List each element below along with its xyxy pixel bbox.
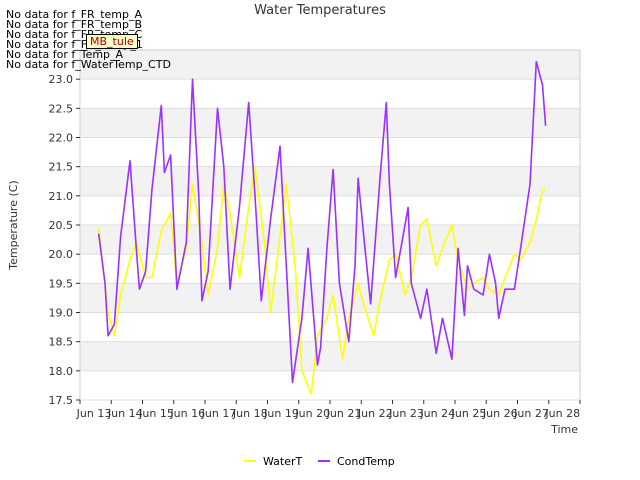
background-band <box>80 108 580 138</box>
y-tick-label: 20.5 <box>49 219 74 232</box>
x-tick-label: Jun 20 <box>294 407 330 420</box>
y-tick-label: 23.0 <box>49 73 74 86</box>
background-band <box>80 341 580 371</box>
y-tick-label: 22.0 <box>49 132 74 145</box>
x-tick-label: Jun 13 <box>76 407 112 420</box>
y-tick-label: 19.5 <box>49 277 74 290</box>
y-axis-ticks: 17.5 18.0 18.5 19.0 19.5 20.0 20.5 21.0 21.5 22.0… <box>49 73 80 407</box>
x-tick-label: Jun 26 <box>482 407 518 420</box>
x-tick-label: Jun 18 <box>232 407 268 420</box>
site-tooltip-label: MB_tule <box>86 34 138 49</box>
background-band <box>80 50 580 80</box>
x-tick-label: Jun 14 <box>107 407 143 420</box>
nodata-message: No data for f_FR_temp_B <box>6 18 143 31</box>
x-tick-label: Jun 15 <box>138 407 174 420</box>
series-line-condtemp <box>97 60 547 384</box>
y-tick-label: 22.5 <box>49 102 74 115</box>
x-tick-label: Jun 25 <box>451 407 487 420</box>
background-band <box>80 166 580 196</box>
y-tick-label: 17.5 <box>49 394 74 407</box>
x-tick-label: Jun 19 <box>263 407 299 420</box>
y-tick-label: 20.0 <box>49 248 74 261</box>
legend: WaterT CondTemp <box>244 455 395 468</box>
gridlines <box>80 78 580 401</box>
x-tick-label: Jun 21 <box>326 407 362 420</box>
y-tick-label: 19.0 <box>49 307 74 320</box>
x-tick-label: Jun 16 <box>169 407 205 420</box>
y-tick-label: 21.0 <box>49 190 74 203</box>
x-tick-label: Jun 28 <box>544 407 580 420</box>
y-axis-label: Temperature (C) <box>7 180 20 270</box>
y-tick-label: 18.0 <box>49 365 74 378</box>
nodata-message: No data for f_WaterTemp_CTD <box>6 58 171 71</box>
y-tick-label: 18.5 <box>49 336 74 349</box>
y-tick-label: 21.5 <box>49 161 74 174</box>
chart-title: Water Temperatures <box>254 3 386 18</box>
x-tick-label: Jun 17 <box>201 407 237 420</box>
series-lines <box>97 60 547 396</box>
legend-label-watert: WaterT <box>263 455 303 468</box>
x-axis-label: Time <box>550 423 578 436</box>
x-tick-label: Jun 24 <box>419 407 455 420</box>
x-tick-label: Jun 22 <box>357 407 393 420</box>
x-tick-label: Jun 23 <box>388 407 424 420</box>
nodata-message: No data for f_FR_temp_A <box>6 8 142 21</box>
nodata-message: No data for f_Temp_A <box>6 48 124 61</box>
legend-label-condtemp: CondTemp <box>337 455 395 468</box>
x-tick-label: Jun 27 <box>513 407 549 420</box>
background-band <box>80 225 580 255</box>
